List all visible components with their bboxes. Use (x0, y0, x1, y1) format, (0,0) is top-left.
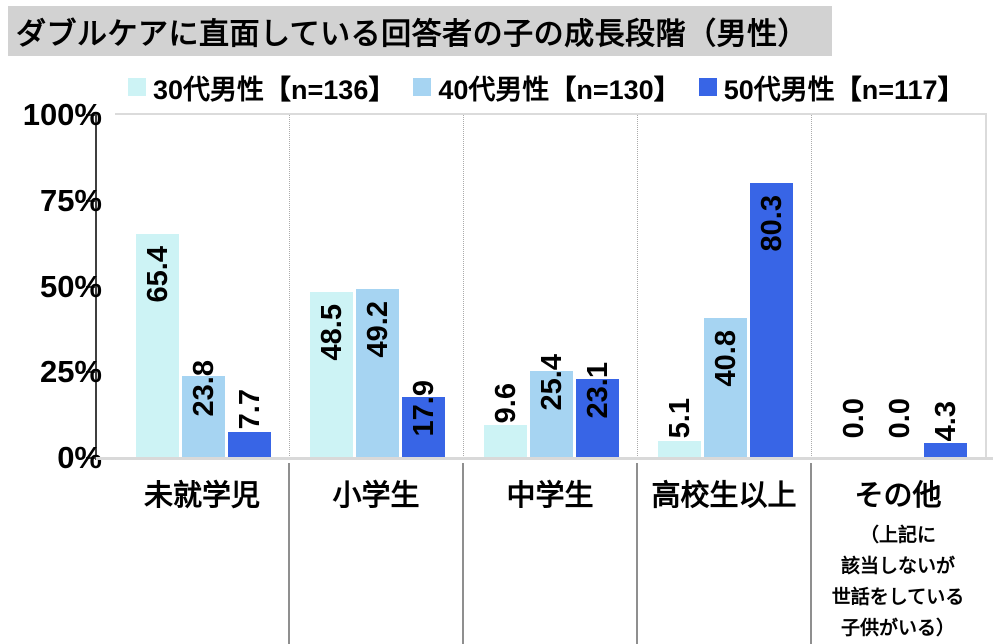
bar-value-label: 23.1 (581, 362, 614, 419)
x-axis-label-2: 中学生 (463, 478, 637, 514)
x-axis-note-line: 子供がいる） (840, 618, 955, 639)
x-axis-label-text: 小学生 (332, 480, 420, 512)
bar-小学生-series2 (402, 396, 445, 458)
bar-未就学児-series2 (228, 431, 271, 458)
y-axis-tick (86, 285, 97, 288)
y-axis-tick (86, 457, 97, 459)
y-axis-tick (86, 199, 97, 202)
bar-value-label: 49.2 (361, 301, 394, 358)
bar-value-label: 25.4 (535, 354, 568, 411)
x-axis-label-0: 未就学児 (115, 478, 289, 514)
bar-中学生-series1 (530, 370, 573, 458)
y-axis-tick (86, 371, 97, 374)
bar-value-label: 9.6 (489, 382, 522, 424)
x-axis-label-text: 高校生以上 (651, 480, 797, 512)
legend-label: 30代男性【n=136】 (153, 74, 396, 105)
x-axis-label-text: 未就学児 (143, 480, 260, 512)
x-axis-label-text: その他 (854, 480, 942, 512)
legend-label: 50代男性【n=117】 (723, 74, 965, 105)
bar-高校生以上-series2 (750, 182, 793, 458)
bar-value-label: 0.0 (883, 397, 916, 438)
x-axis-label-text: 中学生 (506, 480, 594, 512)
legend-swatch-icon (698, 78, 717, 96)
bar-value-label: 80.3 (755, 194, 788, 252)
x-label-separator (288, 463, 290, 644)
bar-高校生以上-series1 (704, 318, 747, 458)
bar-value-label: 4.3 (929, 400, 962, 442)
bar-value-label: 5.1 (663, 398, 696, 439)
bar-小学生-series1 (356, 289, 399, 458)
bar-小学生-series0 (310, 291, 353, 458)
category-separator-dotted (637, 115, 638, 458)
bar-未就学児-series0 (136, 233, 179, 458)
x-axis-label-3: 高校生以上 (637, 478, 811, 514)
bar-中学生-series0 (484, 425, 527, 458)
chart-title: ダブルケアに直面している回答者の子の成長段階（男性） (16, 18, 809, 51)
y-axis-tick-label: 75% (39, 182, 102, 218)
x-axis-note-line: （上記に (859, 525, 936, 546)
title-panel: ダブルケアに直面している回答者の子の成長段階（男性） (8, 6, 832, 56)
bar-value-label: 0.0 (837, 397, 870, 438)
bar-value-label: 23.8 (187, 359, 220, 417)
legend-swatch-icon (413, 78, 432, 96)
bar-value-label: 17.9 (407, 380, 440, 437)
x-axis-note-line: 該当しないが (840, 556, 955, 577)
x-axis-note-line: 世話をしている (831, 587, 965, 608)
bar-未就学児-series1 (182, 376, 225, 458)
y-axis-tick (86, 114, 97, 116)
category-separator-dotted (289, 115, 290, 458)
legend-item-0: 30代男性【n=136】 (128, 68, 395, 107)
y-axis-tick-label: 100% (22, 97, 102, 132)
x-axis-label-4: その他 （上記に該当しないが 世話をしている 子供がいる） (811, 478, 985, 644)
bar-value-label: 48.5 (315, 303, 348, 361)
x-label-separator (810, 463, 812, 644)
legend-item-2: 50代男性【n=117】 (698, 68, 965, 107)
legend-swatch-icon (128, 78, 146, 96)
y-axis-tick-label: 0% (57, 440, 102, 475)
x-label-separator (462, 463, 464, 644)
bar-その他-series2 (924, 443, 967, 458)
y-axis-tick-label: 50% (39, 268, 102, 304)
category-separator-dotted (811, 115, 812, 458)
x-axis-label-1: 小学生 (289, 478, 463, 514)
x-axis-label-note: （上記に該当しないが 世話をしている 子供がいる） (811, 520, 985, 644)
legend-item-1: 40代男性【n=130】 (413, 68, 681, 107)
x-axis-baseline (96, 457, 993, 460)
bar-value-label: 65.4 (141, 245, 174, 303)
bar-中学生-series2 (576, 378, 619, 458)
y-axis-tick-label: 25% (39, 354, 102, 390)
legend-label: 40代男性【n=130】 (438, 74, 681, 105)
x-label-separator (636, 463, 638, 644)
bar-value-label: 40.8 (709, 330, 742, 387)
bar-value-label: 7.7 (233, 389, 266, 430)
legend: 30代男性【n=136】 40代男性【n=130】 50代男性【n=117】 (128, 68, 965, 107)
category-separator-dotted (463, 115, 464, 458)
plot-area: 65.4 23.8 7.7 48.5 49.2 17.9 9.6 25.4 23.1 5.1 40.… (115, 113, 987, 458)
bar-高校生以上-series0 (658, 440, 701, 458)
